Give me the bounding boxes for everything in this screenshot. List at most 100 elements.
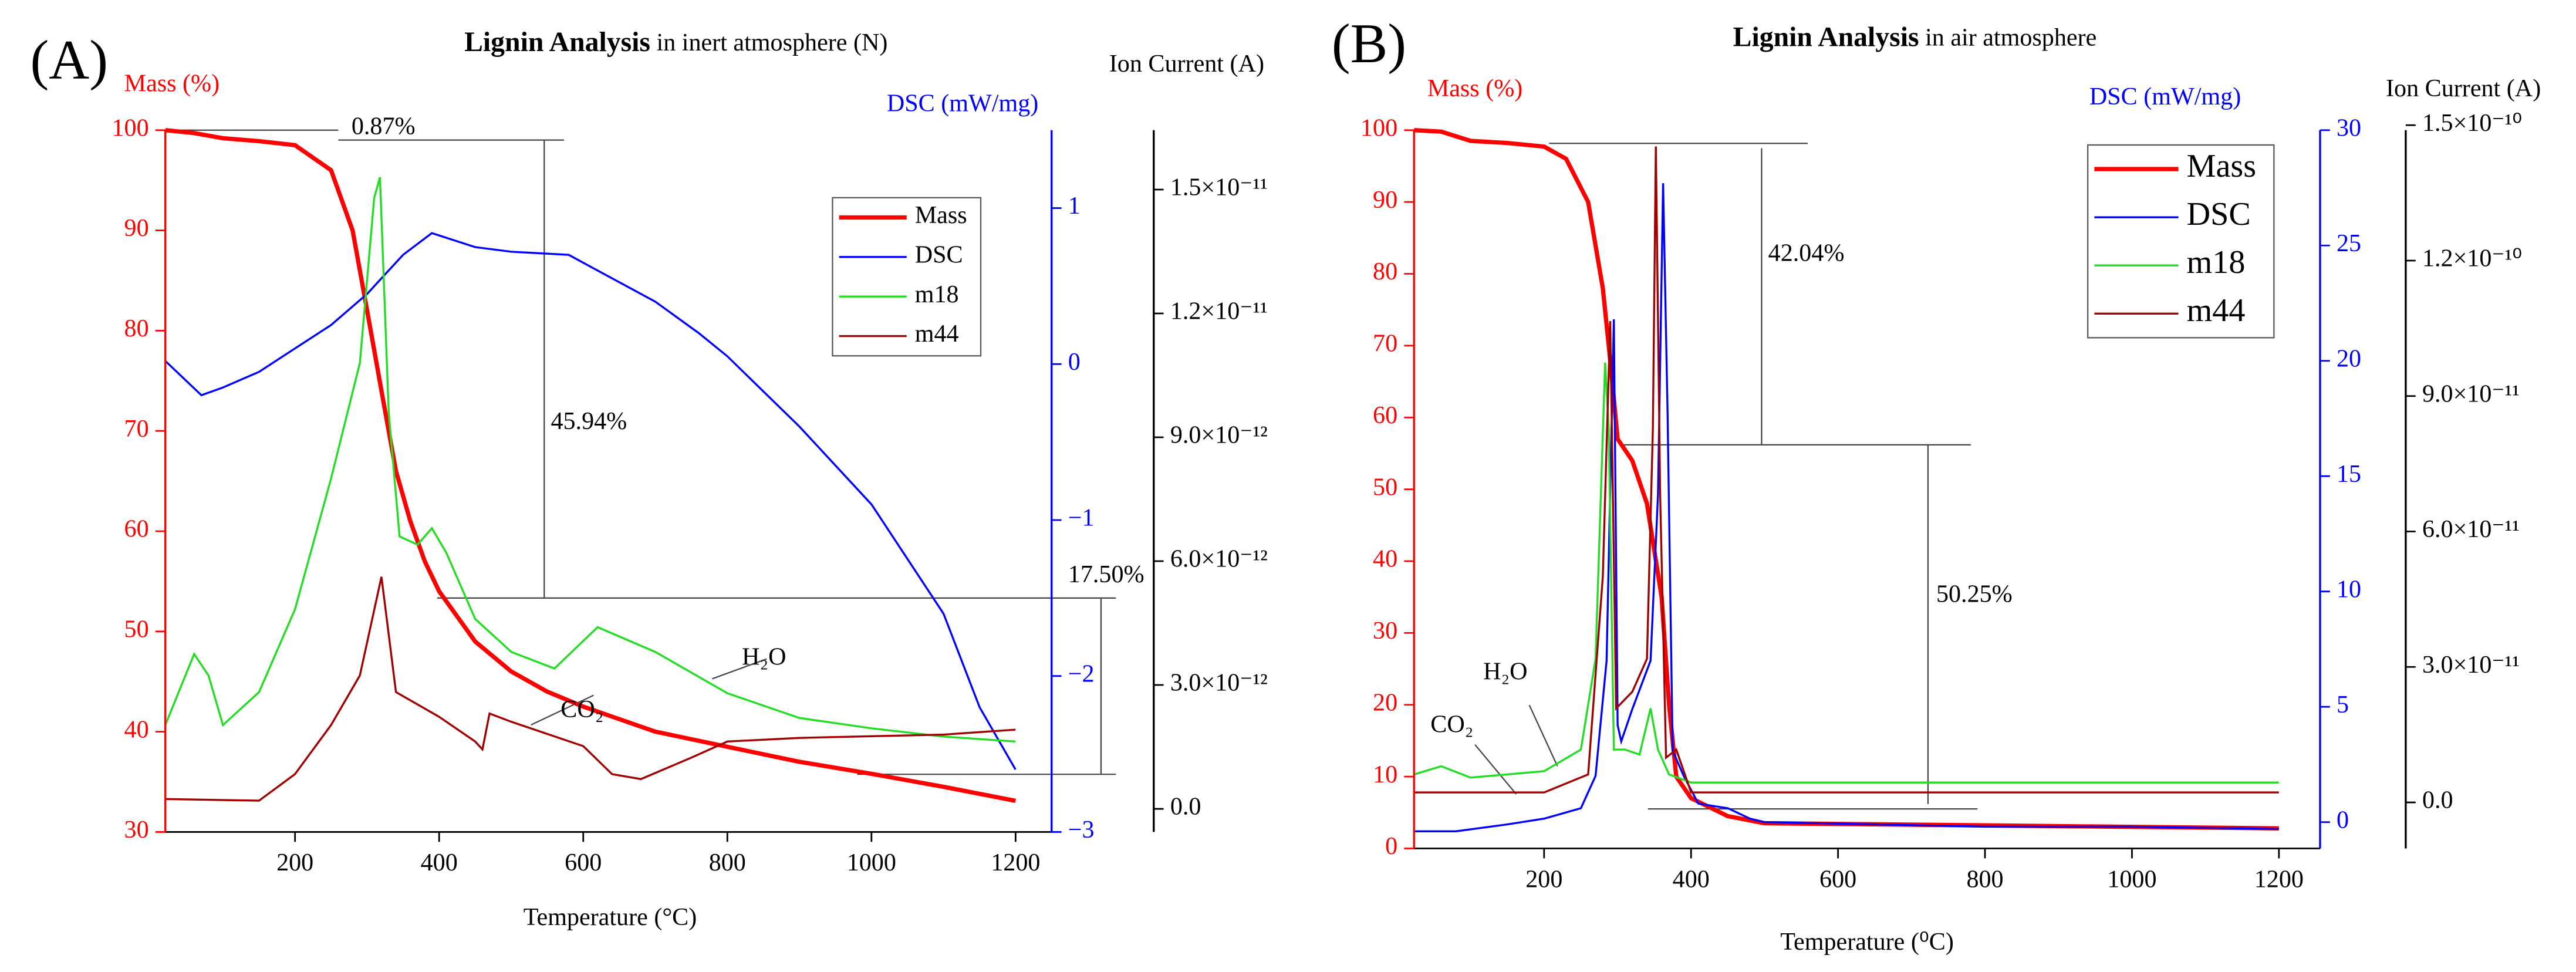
panel-label: (A) [31, 29, 108, 91]
panel: 200 400 600 800 1000 1200 30 40 50 60 70 80 90 100 −3 −… [31, 26, 1268, 931]
x-tick-label: 200 [1525, 865, 1562, 893]
series-line [1413, 362, 2279, 784]
annotation: 17.50% [1068, 561, 1144, 588]
annotation-line [531, 694, 594, 725]
legend-label: Mass [2187, 148, 2257, 184]
y2-tick-label: 5 [2337, 691, 2349, 718]
y2-tick-label: −3 [1068, 816, 1095, 843]
x-tick-label: 800 [1966, 865, 2003, 893]
x-axis-label: Temperature (⁰C) [1780, 928, 1954, 956]
y-tick-label: 70 [1373, 330, 1397, 357]
annotation-line [1474, 744, 1517, 795]
y3-tick-label: 1.5×10⁻¹¹ [1170, 174, 1268, 201]
y-tick-label: 0 [1385, 832, 1397, 860]
x-axis-label: Temperature (°C) [524, 903, 697, 931]
annotation: 0.87% [352, 113, 416, 140]
y-tick-label: 80 [124, 315, 149, 342]
legend-label: DSC [2187, 196, 2251, 232]
y2-axis-label: DSC (mW/mg) [887, 89, 1038, 117]
y-tick-label: 50 [1373, 473, 1397, 501]
y-tick-label: 40 [124, 716, 149, 743]
panel-label: (B) [1332, 12, 1406, 75]
y2-tick-label: 10 [2337, 575, 2361, 603]
y2-axis-label: DSC (mW/mg) [2089, 83, 2241, 110]
x-tick-label: 1000 [847, 849, 896, 876]
y3-tick-label: 6.0×10⁻¹² [1170, 545, 1268, 573]
legend-label: DSC [915, 241, 963, 269]
y2-tick-label: 0 [2337, 806, 2349, 833]
y-tick-label: 90 [1373, 186, 1397, 214]
series-line [165, 128, 1016, 803]
y3-tick-label: 0.0 [2422, 787, 2453, 814]
y3-tick-label: 1.5×10⁻¹⁰ [2422, 109, 2522, 137]
x-tick-label: 600 [1819, 865, 1856, 893]
annotation: H₂O [742, 643, 786, 670]
series-line [164, 177, 1016, 743]
y2-tick-label: 1 [1068, 192, 1081, 220]
annotation-line [1528, 704, 1558, 767]
x-tick-label: 1200 [991, 849, 1040, 876]
annotation: 45.94% [551, 407, 627, 435]
y-tick-label: 50 [124, 615, 149, 643]
y-axis-label: Mass (%) [124, 70, 220, 97]
title: Lignin Analysis [1733, 21, 1919, 52]
y-axis-label: Mass (%) [1427, 75, 1523, 102]
legend-box [2087, 144, 2275, 339]
x-tick-label: 1000 [2107, 865, 2156, 893]
legend-label: m44 [2187, 292, 2246, 329]
y-tick-label: 20 [1373, 689, 1397, 716]
panel: 200 400 600 800 1000 120001020304050607080901… [1332, 12, 2541, 956]
chart-title: Lignin Analysis in inert atmosphere (N) [464, 26, 887, 58]
x-tick-label: 200 [276, 849, 313, 876]
annotation-line [712, 658, 767, 680]
y-tick-label: 90 [124, 214, 149, 242]
y2-tick-label: 15 [2337, 460, 2361, 488]
y-tick-label: 30 [124, 816, 149, 843]
series-line [165, 576, 1016, 802]
y2-tick-label: −2 [1068, 660, 1095, 687]
legend-label: Mass [915, 201, 967, 229]
y3-tick-label: 9.0×10⁻¹² [1170, 421, 1268, 449]
y-tick-label: 10 [1373, 761, 1397, 788]
y3-tick-label: 1.2×10⁻¹¹ [1170, 298, 1268, 325]
subtitle: in inert atmosphere (N) [657, 28, 888, 56]
y-tick-label: 60 [124, 515, 149, 543]
y2-tick-label: 20 [2337, 345, 2361, 372]
y-tick-label: 30 [1373, 617, 1397, 644]
y3-tick-label: 6.0×10⁻¹¹ [2422, 515, 2520, 543]
title: Lignin Analysis [464, 26, 650, 58]
y-tick-label: 70 [124, 415, 149, 443]
y-tick-label: 40 [1373, 545, 1397, 573]
y3-tick-label: 0.0 [1170, 793, 1201, 821]
annotation: 50.25% [1936, 580, 2013, 608]
y3-tick-label: 3.0×10⁻¹² [1170, 669, 1268, 697]
legend-label: m18 [2187, 244, 2246, 281]
y-tick-label: 100 [1360, 114, 1397, 141]
x-tick-label: 1200 [2254, 865, 2304, 893]
y-tick-label: 60 [1373, 401, 1397, 429]
series-line [1414, 128, 2279, 831]
x-tick-label: 400 [1673, 865, 1710, 893]
annotation: CO₂ [1430, 710, 1473, 738]
y3-tick-label: 3.0×10⁻¹¹ [2422, 651, 2520, 679]
annotation: CO₂ [561, 696, 603, 723]
x-tick-label: 400 [421, 849, 458, 876]
y3-tick-label: 1.2×10⁻¹⁰ [2422, 245, 2522, 272]
legend-box [832, 197, 982, 357]
y-tick-label: 80 [1373, 258, 1397, 285]
series-line [1414, 146, 2279, 794]
x-tick-label: 800 [709, 849, 746, 876]
y3-axis-label: Ion Current (A) [1109, 50, 1264, 77]
series-line [164, 232, 1017, 770]
y3-tick-label: 9.0×10⁻¹¹ [2422, 380, 2520, 407]
subtitle: in air atmosphere [1925, 23, 2096, 51]
y2-tick-label: 0 [1068, 348, 1081, 376]
y2-tick-label: 30 [2337, 114, 2361, 141]
annotation: 42.04% [1768, 239, 1845, 267]
y-tick-label: 100 [112, 114, 148, 141]
y2-tick-label: −1 [1068, 504, 1095, 532]
series-line [1414, 183, 2279, 832]
x-tick-label: 600 [565, 849, 602, 876]
chart-title: Lignin Analysis in air atmosphere [1733, 21, 2097, 52]
